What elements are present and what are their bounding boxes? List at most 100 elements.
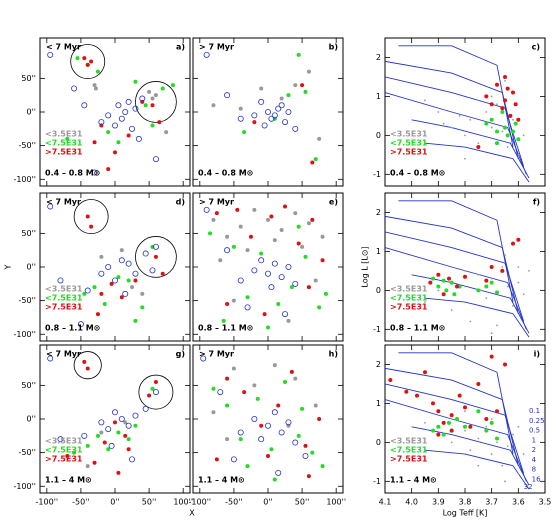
point (505, 86, 510, 91)
point (310, 450, 315, 455)
point (218, 258, 223, 263)
mass-label: 0.8 – 1.1 M⊙ (390, 324, 445, 333)
point (469, 320, 472, 323)
panel-label: h) (329, 350, 338, 359)
point (238, 224, 243, 229)
point (441, 278, 446, 283)
point (225, 437, 230, 442)
point (313, 157, 318, 162)
point (452, 292, 457, 297)
point (71, 85, 78, 92)
point (272, 238, 277, 243)
point (436, 409, 441, 414)
point (506, 146, 509, 148)
point (57, 436, 64, 443)
point (123, 420, 128, 425)
point (150, 123, 155, 128)
point (105, 426, 112, 433)
point (109, 281, 114, 286)
point (464, 285, 466, 288)
point (489, 117, 494, 122)
point (279, 96, 284, 101)
legend-label: <3.5E31 (390, 285, 428, 294)
y-tick-label: 0'' (27, 263, 37, 272)
x-tick-label: 0'' (110, 498, 120, 507)
point (152, 389, 159, 396)
point (285, 263, 292, 270)
point (489, 102, 494, 107)
point (231, 366, 236, 371)
point (266, 325, 270, 330)
point (112, 409, 119, 416)
point (200, 355, 207, 362)
point (496, 103, 498, 106)
point (517, 266, 520, 268)
point (450, 126, 453, 129)
point (317, 417, 322, 421)
point (119, 248, 124, 253)
point (501, 266, 504, 268)
point (450, 418, 453, 420)
track-label: 2 (532, 446, 536, 454)
point (264, 270, 271, 277)
point (252, 207, 257, 212)
y-tick-label: 0'' (27, 415, 37, 424)
point (415, 393, 419, 398)
point (516, 237, 521, 242)
point (292, 125, 299, 132)
point (512, 433, 514, 436)
point (142, 405, 149, 412)
point (485, 111, 488, 113)
point (495, 82, 499, 87)
point (463, 274, 467, 279)
legend-label: <3.5E31 (45, 437, 83, 446)
point (513, 102, 518, 107)
point (251, 112, 258, 119)
panel-label: b) (329, 43, 338, 52)
legend-label: <3.5E31 (390, 130, 428, 139)
point (276, 302, 281, 306)
point (484, 121, 489, 126)
y-tick-label: 1 (376, 247, 381, 256)
point (130, 285, 135, 290)
point (282, 119, 289, 126)
y-tick-label: -100'' (13, 482, 36, 491)
legend-label: <7.5E31 (390, 446, 428, 455)
point (262, 312, 267, 317)
region (138, 374, 174, 410)
x-tick-label: 3.7 (485, 498, 498, 507)
point (224, 247, 231, 254)
point (106, 167, 111, 172)
point (105, 263, 112, 270)
point (292, 280, 299, 287)
point (317, 136, 322, 141)
point (93, 86, 98, 91)
point (112, 122, 119, 129)
point (95, 69, 100, 74)
point (404, 389, 409, 394)
point (275, 469, 282, 476)
x-tick-label: -100'' (189, 498, 212, 507)
x-tick-label: 50'' (295, 498, 310, 507)
panel-frame (192, 37, 344, 187)
point (278, 274, 285, 281)
x-tick-label: 3.8 (459, 498, 472, 507)
y-tick-label: 50'' (21, 74, 36, 83)
point (157, 120, 162, 125)
point (285, 109, 292, 116)
point (133, 423, 138, 428)
point (500, 110, 505, 114)
x-tick-label: 50'' (142, 498, 157, 507)
region (135, 236, 177, 278)
point (292, 439, 299, 446)
point (225, 302, 230, 306)
y-axis-label: Y (4, 264, 13, 270)
point (283, 380, 288, 384)
point (447, 420, 451, 425)
point (153, 380, 158, 384)
point (271, 260, 278, 267)
panel-frame (192, 192, 344, 342)
legend-label: <7.5E31 (390, 139, 428, 148)
point (258, 257, 265, 264)
point (490, 332, 493, 335)
